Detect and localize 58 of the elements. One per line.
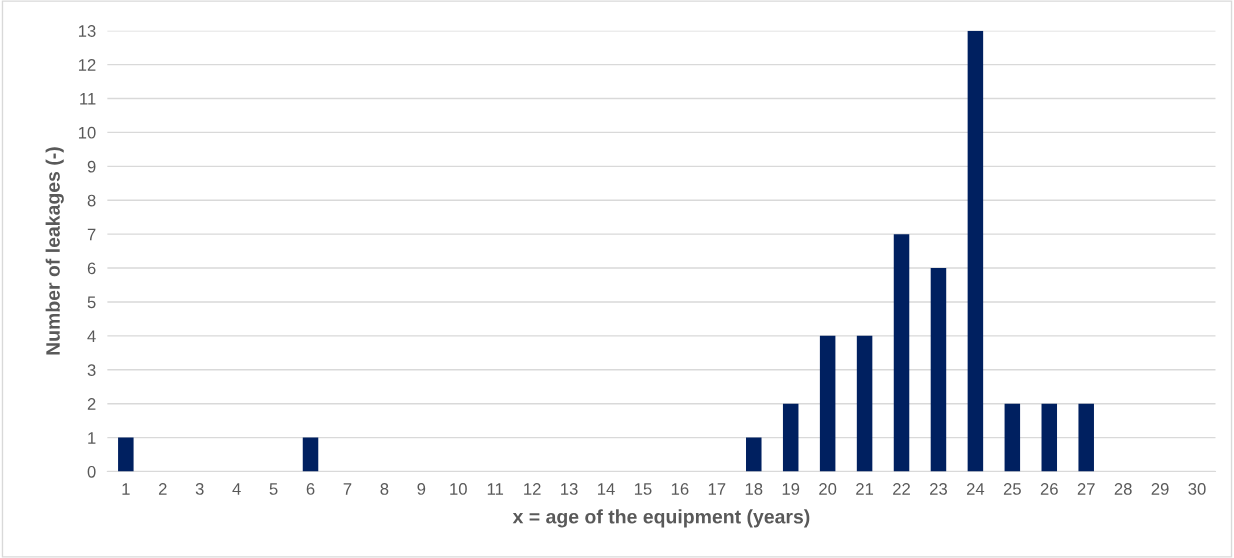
x-tick-label: 15 [634, 483, 652, 495]
x-tick-label: 27 [1077, 483, 1095, 495]
y-tick-label: 9 [87, 160, 96, 173]
y-tick-label: 5 [87, 296, 96, 309]
x-tick-label: 14 [598, 483, 615, 495]
bar [746, 437, 762, 472]
y-tick-label: 0 [87, 465, 96, 478]
x-tick-label: 12 [524, 483, 541, 495]
x-tick-label: 10 [450, 483, 467, 495]
x-tick-label: 25 [1003, 483, 1021, 495]
x-tick-label: 26 [1040, 483, 1058, 495]
x-tick-label: 19 [782, 483, 800, 495]
y-tick-label: 10 [78, 126, 96, 139]
bar [967, 30, 984, 472]
x-tick-label: 22 [893, 483, 910, 495]
bar [782, 403, 799, 472]
y-tick-label: 1 [88, 432, 96, 444]
x-tick-label: 7 [343, 483, 352, 495]
x-tick-label: 20 [819, 483, 837, 495]
x-axis-title: x = age of the equipment (years) [512, 509, 810, 528]
x-tick-label: 16 [671, 483, 689, 495]
x-tick-label: 9 [417, 483, 426, 495]
bar [1041, 403, 1058, 472]
x-tick-label: 2 [158, 483, 167, 495]
x-tick-label: 8 [380, 483, 389, 495]
y-tick-label: 4 [87, 330, 96, 342]
x-tick-label: 24 [966, 483, 985, 495]
y-tick-label: 3 [87, 364, 96, 376]
y-tick-label: 12 [78, 59, 96, 71]
bar [930, 268, 947, 472]
x-tick-label: 5 [269, 483, 278, 495]
x-tick-label: 17 [708, 483, 726, 495]
x-tick-label: 1 [122, 483, 130, 495]
y-tick-label: 13 [78, 25, 96, 37]
y-tick-label: 6 [87, 262, 96, 275]
bar [856, 335, 873, 472]
bar [819, 335, 836, 472]
y-tick-label: 8 [87, 194, 96, 207]
x-tick-label: 28 [1114, 483, 1132, 495]
x-tick-label: 6 [306, 483, 315, 495]
x-tick-label: 13 [561, 483, 578, 495]
y-tick-label: 2 [87, 398, 96, 410]
x-tick-label: 30 [1188, 483, 1206, 495]
x-tick-label: 29 [1151, 483, 1169, 495]
y-tick-label: 11 [80, 93, 96, 105]
x-tick-label: 11 [487, 483, 504, 495]
bar [302, 437, 319, 472]
bar [893, 234, 910, 472]
x-tick-label: 3 [195, 483, 204, 495]
bar [1078, 403, 1094, 472]
y-axis-title: Number of leakages (-) [45, 147, 64, 355]
y-tick-label: 7 [87, 228, 96, 241]
bar [1004, 403, 1021, 472]
x-tick-label: 23 [930, 483, 947, 495]
bar [118, 437, 134, 472]
x-tick-label: 18 [745, 483, 763, 495]
x-tick-label: 21 [856, 483, 874, 495]
x-tick-label: 4 [232, 483, 241, 495]
